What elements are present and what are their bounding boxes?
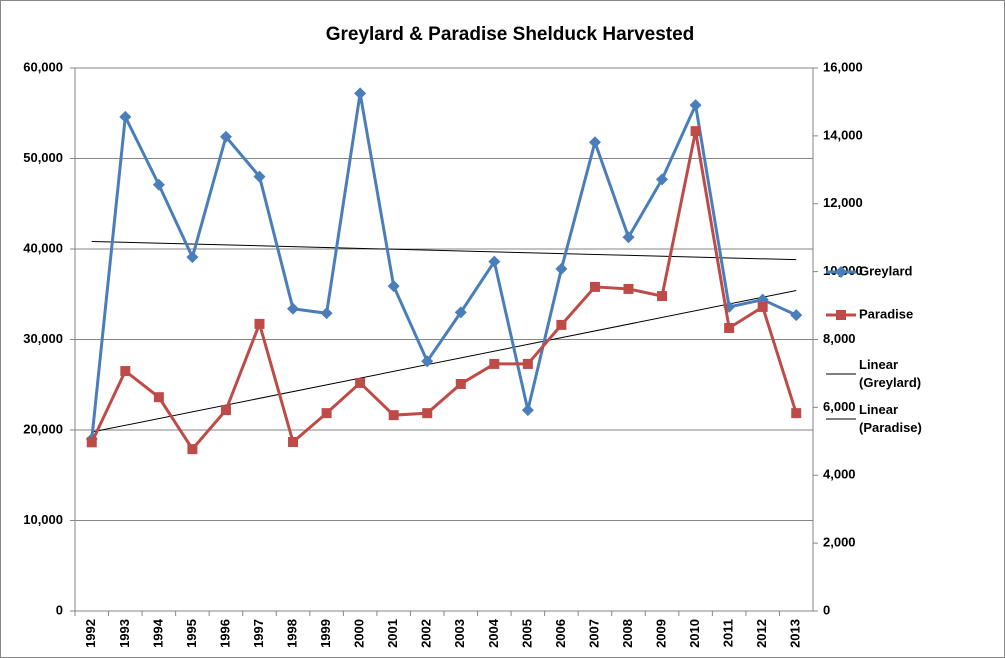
legend-label-line: Linear bbox=[859, 402, 898, 417]
marker bbox=[152, 178, 165, 191]
x-tick-label: 1997 bbox=[251, 619, 266, 648]
y2-tick-label: 16,000 bbox=[823, 59, 863, 74]
legend-label: Linear (Greylard) bbox=[859, 357, 921, 390]
y-tick-label: 0 bbox=[56, 602, 63, 617]
y-tick-label: 50,000 bbox=[23, 150, 63, 165]
marker bbox=[724, 322, 735, 333]
x-tick-label: 2008 bbox=[620, 619, 635, 648]
x-tick-label: 2012 bbox=[754, 619, 769, 648]
x-tick-label: 1996 bbox=[217, 619, 232, 648]
marker bbox=[622, 231, 635, 244]
y2-tick-label: 8,000 bbox=[823, 331, 856, 346]
marker bbox=[790, 309, 803, 322]
trendline bbox=[91, 290, 797, 433]
x-tick-label: 2001 bbox=[385, 619, 400, 648]
chart-title: Greylard & Paradise Shelduck Harvested bbox=[326, 24, 695, 45]
legend-label-line: (Paradise) bbox=[859, 420, 922, 435]
x-tick-label: 2002 bbox=[419, 619, 434, 648]
y-tick-label: 60,000 bbox=[23, 59, 63, 74]
marker bbox=[522, 358, 533, 369]
legend-label: Paradise bbox=[859, 306, 913, 321]
marker bbox=[187, 444, 198, 455]
marker bbox=[186, 251, 199, 264]
marker bbox=[287, 302, 300, 315]
marker bbox=[488, 255, 501, 268]
x-tick-label: 1992 bbox=[83, 619, 98, 648]
legend-label-line: Linear bbox=[859, 357, 898, 372]
x-tick-label: 1998 bbox=[284, 619, 299, 648]
y2-tick-label: 4,000 bbox=[823, 467, 856, 482]
series-line bbox=[90, 93, 797, 440]
marker bbox=[422, 408, 433, 419]
marker bbox=[421, 355, 434, 368]
legend-marker bbox=[836, 310, 846, 320]
marker bbox=[288, 436, 299, 447]
marker bbox=[253, 170, 266, 183]
marker bbox=[757, 301, 768, 312]
x-tick-label: 2006 bbox=[553, 619, 568, 648]
marker bbox=[623, 283, 634, 294]
marker bbox=[119, 110, 132, 123]
y-tick-label: 40,000 bbox=[23, 240, 63, 255]
y-tick-label: 10,000 bbox=[23, 512, 63, 527]
y2-tick-label: 12,000 bbox=[823, 195, 863, 210]
marker bbox=[120, 366, 131, 377]
marker bbox=[657, 291, 668, 302]
x-tick-label: 2010 bbox=[687, 619, 702, 648]
marker bbox=[791, 408, 802, 419]
x-tick-label: 2011 bbox=[721, 619, 736, 647]
x-tick-label: 1994 bbox=[150, 618, 165, 648]
marker bbox=[86, 437, 97, 448]
trendline bbox=[91, 240, 797, 261]
marker bbox=[454, 306, 467, 319]
x-tick-label: 2005 bbox=[519, 619, 534, 648]
x-tick-label: 2000 bbox=[352, 619, 367, 648]
y-tick-label: 30,000 bbox=[23, 331, 63, 346]
x-tick-label: 2009 bbox=[653, 619, 668, 648]
legend-label: Linear (Paradise) bbox=[859, 402, 922, 435]
marker bbox=[254, 318, 265, 329]
legend-label: Greylard bbox=[859, 263, 913, 278]
marker bbox=[355, 377, 366, 388]
marker bbox=[320, 307, 333, 320]
x-tick-label: 1993 bbox=[117, 619, 132, 648]
x-tick-label: 1999 bbox=[318, 619, 333, 648]
marker bbox=[690, 126, 701, 137]
marker bbox=[220, 405, 231, 416]
x-tick-label: 2004 bbox=[486, 618, 501, 648]
y2-tick-label: 6,000 bbox=[823, 399, 856, 414]
marker bbox=[656, 173, 669, 186]
marker bbox=[387, 280, 400, 293]
legend: Greylard Paradise Linear (Greylard) Linear (P… bbox=[826, 263, 922, 435]
marker bbox=[555, 262, 568, 275]
legend-label-line: (Greylard) bbox=[859, 375, 921, 390]
x-tick-label: 2013 bbox=[788, 619, 803, 648]
x-tick-label: 1995 bbox=[184, 619, 199, 648]
series-line bbox=[90, 130, 798, 452]
y2-tick-label: 14,000 bbox=[823, 127, 863, 142]
marker bbox=[354, 87, 367, 100]
y-tick-label: 20,000 bbox=[23, 421, 63, 436]
marker bbox=[588, 136, 601, 149]
marker bbox=[556, 319, 567, 330]
y2-tick-label: 2,000 bbox=[823, 535, 856, 550]
marker bbox=[521, 404, 534, 417]
x-tick-label: 2003 bbox=[452, 619, 467, 648]
marker bbox=[153, 392, 164, 403]
marker bbox=[689, 99, 702, 112]
marker bbox=[455, 378, 466, 389]
legend-marker bbox=[835, 266, 847, 278]
x-tick-label: 2007 bbox=[586, 619, 601, 648]
marker bbox=[489, 358, 500, 369]
marker bbox=[321, 408, 332, 419]
marker bbox=[219, 130, 232, 143]
marker bbox=[589, 281, 600, 292]
marker bbox=[388, 410, 399, 421]
y2-tick-label: 0 bbox=[823, 602, 830, 617]
